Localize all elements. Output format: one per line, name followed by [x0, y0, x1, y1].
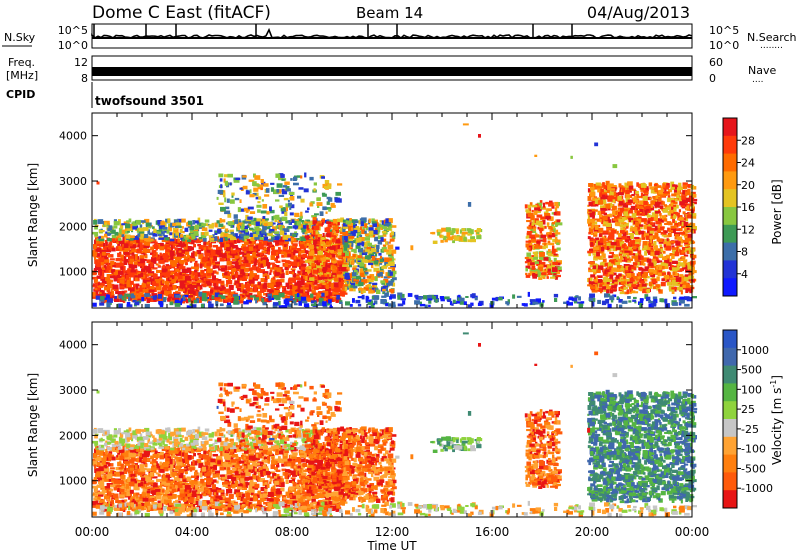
power-colorbar: 28 24 20 16 12 8 4 Power [dB] [722, 117, 784, 297]
date-label: 04/Aug/2013 [587, 3, 690, 22]
nsky-panel: N.Sky 10^5 10^0 10^5 10^0 N.Search .....… [2, 23, 797, 52]
power-y-tick-label: 4000 [59, 130, 87, 143]
velocity-colorbar-tick: -1000 [741, 482, 773, 495]
nave-tick-bottom: 0 [709, 72, 716, 85]
power-echoes [92, 123, 698, 308]
power-colorbar-tick: 20 [741, 179, 755, 192]
x-tick-label: 20:00 [575, 525, 610, 539]
power-colorbar-tick: 12 [741, 223, 755, 236]
freq-tick-top: 12 [74, 56, 88, 69]
x-axis-title: Time UT [366, 539, 417, 553]
x-tick-label: 04:00 [175, 525, 210, 539]
power-y-axis: 4000 3000 2000 1000 [59, 130, 692, 279]
power-y-label: Slant Range [km] [26, 163, 40, 267]
nsky-tick-bottom: 10^0 [58, 39, 88, 52]
nsky-noise-trace [91, 24, 693, 40]
power-colorbar-tick: 8 [741, 246, 748, 259]
beam-label: Beam 14 [356, 4, 423, 22]
velocity-colorbar-tick: -500 [741, 462, 766, 475]
nsearch-tick-top: 10^5 [709, 24, 739, 37]
velocity-y-label: Slant Range [km] [26, 373, 40, 477]
power-colorbar-tick: 28 [741, 134, 755, 147]
freq-label-line2: [MHz] [6, 69, 38, 82]
nsky-label: N.Sky [4, 31, 36, 44]
velocity-y-axis: 4000 3000 2000 1000 [59, 339, 692, 488]
nave-tick-top: 60 [709, 56, 723, 69]
x-tick-label: 12:00 [375, 525, 410, 539]
power-y-tick-label: 1000 [59, 266, 87, 279]
velocity-y-tick-label: 2000 [59, 429, 87, 442]
velocity-colorbar-tick: -25 [741, 423, 759, 436]
power-y-tick-label: 2000 [59, 220, 87, 233]
x-tick-label: 00:00 [675, 525, 710, 539]
plot-title: Dome C East (fitACF) [92, 3, 271, 23]
power-panel: 4000 3000 2000 1000 Slant Range [km] [26, 112, 698, 309]
nsky-tick-top: 10^5 [58, 24, 88, 37]
power-colorbar-tick: 4 [741, 268, 748, 281]
nsearch-label: N.Search [747, 31, 797, 44]
velocity-panel: 4000 3000 2000 1000 Slant Range [km] [26, 321, 698, 518]
velocity-echoes [92, 332, 698, 517]
nave-dots: .... [752, 75, 763, 85]
x-axis-labels: 00:00 04:00 08:00 12:00 16:00 20:00 00:00 [75, 525, 710, 539]
freq-panel: Freq. [MHz] 12 8 60 0 Nave .... [6, 55, 776, 85]
freq-label-line1: Freq. [8, 56, 35, 69]
velocity-colorbar-label: Velocity [m s-1] [769, 375, 784, 465]
freq-trace [92, 67, 692, 76]
cpid-label: CPID [6, 88, 35, 101]
velocity-colorbar-tick: 500 [741, 364, 762, 377]
velocity-colorbar-tick: 25 [741, 403, 755, 416]
velocity-x-ticks [91, 322, 693, 517]
nsearch-tick-bottom: 10^0 [709, 39, 739, 52]
x-tick-label: 00:00 [75, 525, 110, 539]
velocity-y-tick-label: 3000 [59, 384, 87, 397]
x-tick-label: 08:00 [275, 525, 310, 539]
velocity-colorbar: 1000 500 100 25 -25 -100 -500 -1000 Velocity [m… [722, 329, 784, 509]
velocity-colorbar-tick: 100 [741, 383, 762, 396]
power-y-tick-label: 3000 [59, 175, 87, 188]
power-colorbar-tick: 24 [741, 157, 755, 170]
power-colorbar-tick: 16 [741, 201, 755, 214]
velocity-y-tick-label: 4000 [59, 339, 87, 352]
freq-tick-bottom: 8 [81, 72, 88, 85]
x-tick-label: 16:00 [475, 525, 510, 539]
velocity-colorbar-tick: -100 [741, 443, 766, 456]
power-colorbar-label: Power [dB] [770, 179, 784, 244]
velocity-colorbar-tick: 1000 [741, 344, 769, 357]
nsearch-dots: ........ [760, 41, 783, 51]
velocity-y-tick-label: 1000 [59, 475, 87, 488]
power-x-ticks [91, 113, 693, 308]
cpid-name: twofsound 3501 [95, 94, 204, 108]
nave-label: Nave [748, 64, 776, 77]
cpid-panel: CPID twofsound 3501 [6, 82, 204, 108]
